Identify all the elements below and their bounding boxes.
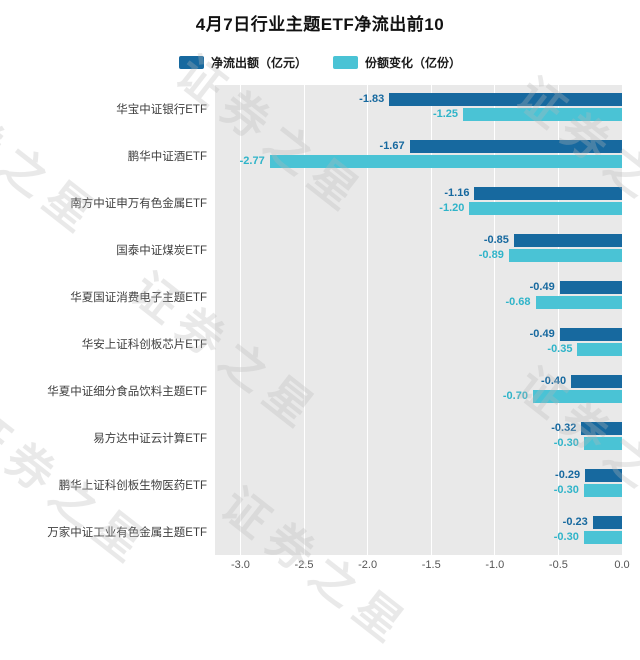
legend-item: 净流出额（亿元） [178,54,307,71]
category-label: 国泰中证煤炭ETF [116,244,207,257]
net-outflow-bar [389,93,622,106]
net-outflow-bar [474,187,622,200]
category-label: 鹏华上证科创板生物医药ETF [58,479,207,492]
bar-value-label: -0.49 [529,281,555,293]
net-outflow-bar [409,140,622,153]
bar-value-label: -0.89 [478,249,504,261]
x-tick-label: -3.0 [230,559,250,571]
bar-value-label: -0.32 [551,422,577,434]
x-tick-label: -2.0 [358,559,378,571]
share-change-bar [583,437,622,450]
legend-swatch [178,56,204,69]
bar-value-label: -1.83 [359,93,385,105]
share-change-bar [269,155,622,168]
gridline [239,85,241,555]
bar-value-label: -0.30 [553,531,579,543]
legend-label: 净流出额（亿元） [210,56,307,70]
share-change-bar [508,249,622,262]
category-label: 华夏中证细分食品饮料主题ETF [47,385,207,398]
chart-title: 4月7日行业主题ETF净流出前10 [195,15,445,34]
bar-value-label: -0.29 [555,469,581,481]
net-outflow-bar [559,281,622,294]
x-tick-label: -1.5 [421,559,441,571]
category-label: 华宝中证银行ETF [116,103,207,116]
bar-value-label: -0.40 [541,375,567,387]
share-change-bar [469,202,622,215]
gridline [621,85,623,555]
gridline [557,85,559,555]
net-outflow-bar [585,469,622,482]
category-label: 鹏华中证酒ETF [127,150,207,163]
gridline [430,85,432,555]
bar-value-label: -0.30 [553,437,579,449]
share-change-bar [583,484,622,497]
plot-area: -1.83 -1.25 -1.67 -2.77 -1.16 -1.20 -0.85 -0.89… [215,85,623,555]
bar-value-label: -0.85 [483,234,509,246]
chart-legend: 净流出额（亿元） 份额变化（亿份） [0,54,640,71]
net-outflow-bar [581,422,622,435]
net-outflow-bar [571,375,622,388]
bar-value-label: -0.70 [502,390,528,402]
bar-value-label: -0.35 [547,343,573,355]
category-label: 万家中证工业有色金属主题ETF [47,526,207,539]
category-axis: 华宝中证银行ETF 鹏华中证酒ETF 南方中证申万有色金属ETF 国泰中证煤炭ETF 华… [0,85,207,555]
bar-value-label: -1.16 [444,187,470,199]
share-change-bar [532,390,622,403]
legend-swatch [333,56,358,69]
x-tick-label: -0.5 [548,559,568,571]
bar-value-label: -0.30 [553,484,579,496]
x-tick-label: -1.0 [485,559,505,571]
category-label: 华安上证科创板芯片ETF [81,338,207,351]
value-axis: -3.0 -2.5 -2.0 -1.5 -1.0 -0.5 0.0 [215,559,630,575]
gridline [303,85,305,555]
x-tick-label: -2.5 [294,559,314,571]
net-outflow-bar [513,234,622,247]
bar-value-label: -1.67 [379,140,405,152]
gridline [367,85,369,555]
share-change-bar [583,531,622,544]
category-label: 易方达中证云计算ETF [93,432,207,445]
category-label: 南方中证申万有色金属ETF [70,197,207,210]
gridline [494,85,496,555]
bar-value-label: -0.49 [529,328,555,340]
legend-label: 份额变化（亿份） [365,56,462,70]
category-label: 华夏国证消费电子主题ETF [70,291,207,304]
share-change-bar [463,108,622,121]
legend-item: 份额变化（亿份） [333,54,461,71]
share-change-bar [577,343,622,356]
bar-value-label: -0.23 [562,516,588,528]
bar-value-label: -0.68 [505,296,531,308]
bar-value-label: -2.77 [239,155,265,167]
net-outflow-bar [559,328,622,341]
x-tick-label: 0.0 [614,559,630,571]
bar-value-label: -1.25 [432,108,459,120]
share-change-bar [535,296,622,309]
net-outflow-bar [592,516,622,529]
etf-net-outflow-chart: 4月7日行业主题ETF净流出前10 净流出额（亿元） 份额变化（亿份） 华宝中证银… [0,15,640,657]
bar-value-label: -1.20 [439,202,465,214]
